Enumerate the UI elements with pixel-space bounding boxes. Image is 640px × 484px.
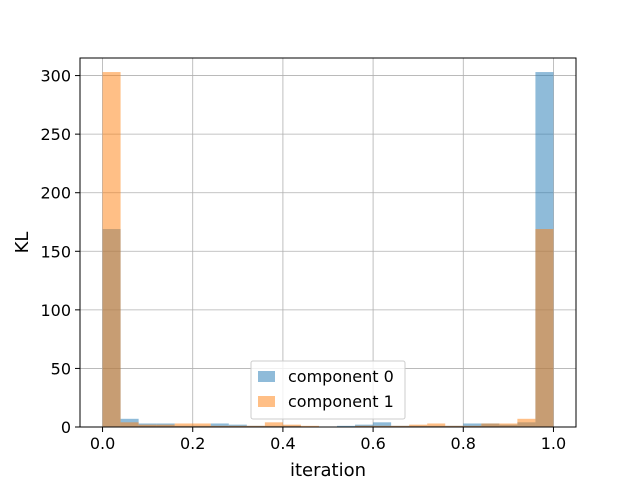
y-tick-label: 0 (61, 418, 71, 437)
x-tick-label: 0.6 (360, 434, 385, 453)
y-tick-label: 150 (40, 242, 71, 261)
y-tick-label: 200 (40, 184, 71, 203)
histogram-bar-series-1 (228, 425, 247, 427)
histogram-bar-series-1 (409, 424, 428, 427)
histogram-bar-series-1 (445, 425, 464, 427)
x-tick-label: 0.4 (270, 434, 295, 453)
histogram-bar-series-0 (337, 425, 356, 427)
histogram-bar-series-1 (300, 425, 319, 427)
histogram-bar-series-1 (373, 425, 392, 427)
histogram-bar-series-1 (120, 422, 139, 427)
legend-label-component-1: component 1 (288, 392, 394, 411)
legend-swatch-component-1 (258, 396, 275, 407)
histogram-bar-series-1 (156, 424, 175, 427)
histogram-bar-series-1 (282, 424, 301, 427)
histogram-bar-series-0 (373, 422, 392, 427)
x-axis-label: iteration (290, 460, 366, 480)
histogram-bar-series-1 (264, 422, 283, 427)
histogram-bar-series-1 (174, 423, 193, 427)
legend-box (250, 360, 406, 420)
axes (79, 57, 577, 428)
legend-label-component-0: component 0 (288, 367, 394, 386)
histogram-bar-series-1 (463, 425, 482, 427)
histogram-bar-series-1 (355, 425, 374, 427)
histogram-bar-series-1 (499, 423, 518, 427)
histogram-bar-series-1 (246, 425, 265, 427)
y-tick-label: 300 (40, 67, 71, 86)
ticks: 0.0 0.2 0.4 0.6 0.8 1.0 0 50 100 150 200 250 300 (40, 67, 566, 453)
histogram-bar-series-1 (517, 418, 536, 427)
histogram-bar-series-0 (210, 423, 229, 427)
x-tick-label: 1.0 (541, 434, 566, 453)
histogram-bar-series-1 (102, 72, 121, 428)
histogram-bar-series-1 (192, 423, 211, 427)
legend: component 0 component 1 (250, 360, 406, 420)
histogram-bar-series-0 (463, 423, 482, 427)
legend-swatch-component-0 (258, 371, 275, 382)
bars (102, 72, 554, 428)
y-tick-label: 250 (40, 125, 71, 144)
y-axis-label: KL (12, 232, 33, 254)
histogram-bar-series-1 (535, 229, 554, 427)
histogram-bar-series-1 (210, 425, 229, 427)
histogram-bar-series-0 (228, 424, 247, 427)
plot-frame (79, 57, 577, 428)
x-tick-label: 0.8 (451, 434, 476, 453)
histogram-bar-series-0 (355, 424, 374, 427)
histogram-bar-series-1 (391, 425, 410, 427)
histogram-bar-series-1 (481, 423, 500, 427)
histogram-bar-series-1 (427, 423, 446, 427)
x-tick-label: 0.0 (90, 434, 115, 453)
y-tick-label: 50 (51, 359, 71, 378)
y-tick-label: 100 (40, 301, 71, 320)
histogram-bar-series-1 (138, 424, 157, 427)
x-tick-label: 0.2 (180, 434, 205, 453)
